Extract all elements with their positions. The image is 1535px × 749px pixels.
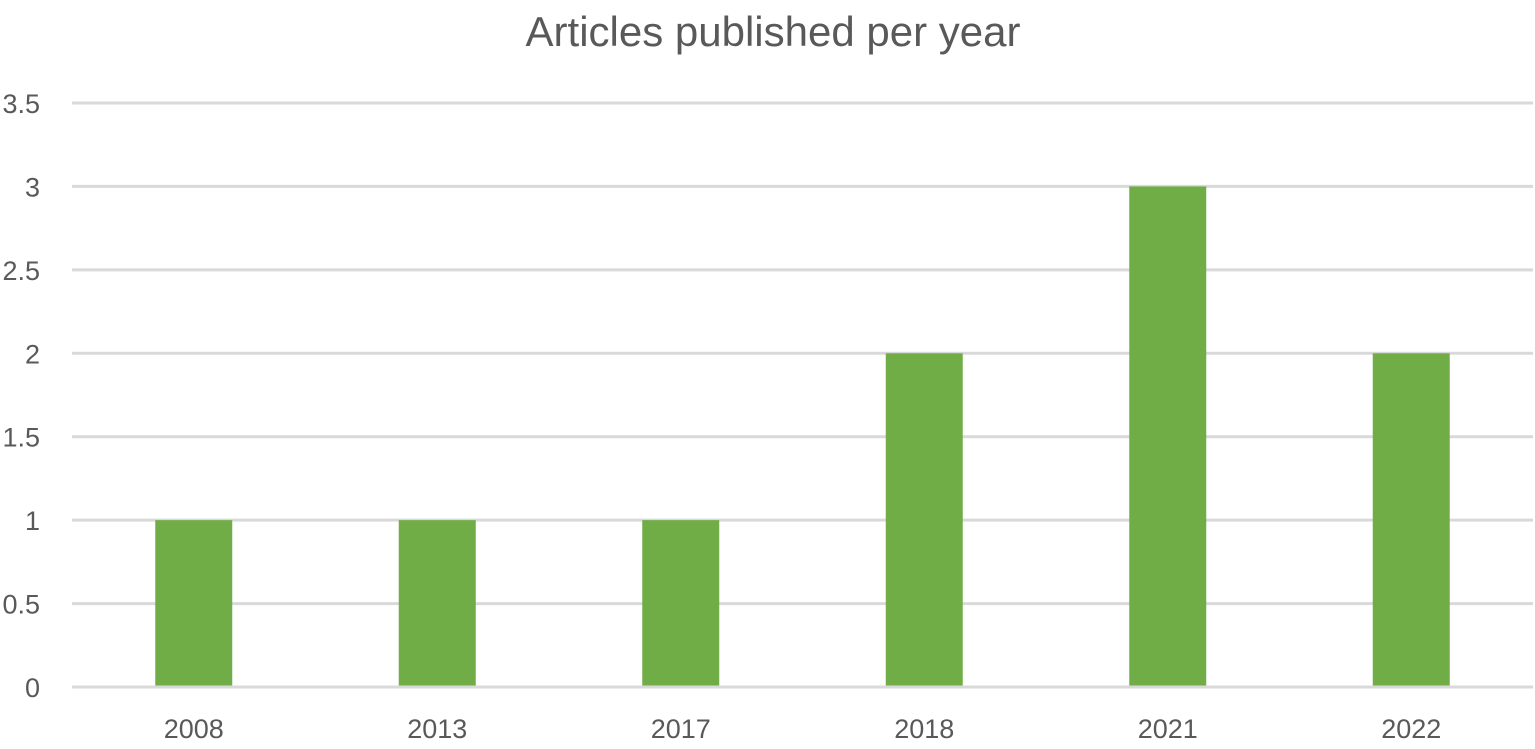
bar-2022 [1372,353,1450,686]
x-tick-label: 2021 [1138,714,1198,744]
x-tick-label: 2018 [894,714,954,744]
y-tick-label: 1.5 [2,423,40,453]
bar-2018 [885,353,963,686]
chart-title: Articles published per year [526,8,1021,55]
bar-2008 [155,520,233,686]
x-tick-label: 2008 [164,714,224,744]
y-tick-label: 2.5 [2,256,40,286]
x-tick-label: 2013 [407,714,467,744]
y-tick-label: 2 [25,339,40,369]
y-tick-label: 3.5 [2,89,40,119]
x-tick-label: 2022 [1381,714,1441,744]
y-axis-tick-labels: 0 0.5 1 1.5 2 2.5 3 3.5 [2,89,40,703]
y-tick-label: 0.5 [2,590,40,620]
bar-2013 [398,520,476,686]
x-tick-label: 2017 [651,714,711,744]
bar-2021 [1129,186,1207,686]
y-tick-label: 3 [25,172,40,202]
bar-2017 [642,520,720,686]
x-axis-tick-labels: 2008 2013 2017 2018 2021 2022 [164,714,1442,744]
gridlines [72,101,1533,689]
y-tick-label: 1 [25,506,40,536]
y-tick-label: 0 [25,673,40,703]
bars [155,186,1450,686]
